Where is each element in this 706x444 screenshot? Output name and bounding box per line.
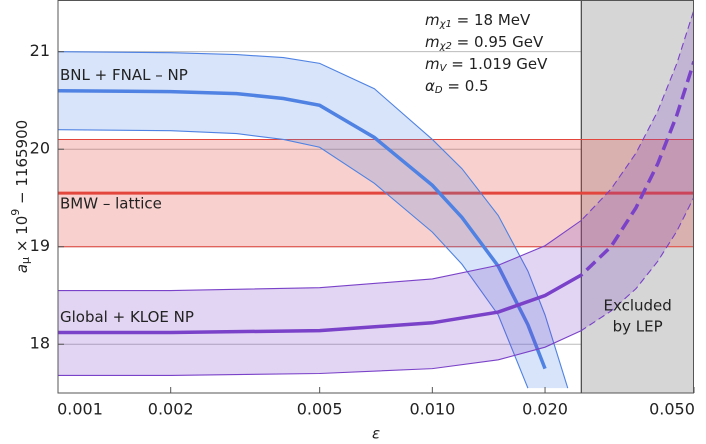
y-label-part: a (13, 264, 31, 273)
y-label-part: × 10 (13, 216, 31, 257)
band-edge (58, 329, 582, 376)
parameter-symbol: m (425, 55, 440, 73)
axes: Excluded by LEP 18 19 20 21 0.001 0.002 0.005 0.0… (9, 0, 695, 443)
parameter: αD = 0.5 (425, 77, 489, 97)
y-label-part: − 1165900 (13, 120, 31, 209)
y-axis-label: aμ × 109 − 1165900 (9, 120, 32, 273)
band-edge (58, 129, 529, 389)
parameter-value: = 0.95 GeV (452, 33, 544, 51)
parameter-value: = 1.019 GeV (446, 55, 548, 73)
band-fill (58, 9, 694, 376)
parameter-sub: V (440, 63, 448, 74)
parameter: mχ2 = 0.95 GeV (425, 33, 544, 53)
plot-frame (57, 0, 694, 394)
y-tick-label: 18 (30, 334, 50, 353)
band-edge-dashed (581, 196, 694, 332)
excluded-label: by LEP (613, 318, 663, 336)
x-tick-label: 0.002 (148, 400, 194, 419)
plot-area: BMW – lattice BNL + FNAL – NP Global + KLO… (58, 0, 694, 393)
series-line (58, 88, 547, 370)
series-line (58, 272, 582, 335)
series-label: Global + KLOE NP (60, 308, 194, 326)
x-axis-label: ε (372, 425, 380, 443)
parameter-value: = 18 MeV (452, 11, 531, 29)
parameter: mχ1 = 18 MeV (425, 11, 531, 31)
x-tick-label: 0.050 (649, 400, 695, 419)
series-label: BNL + FNAL – NP (60, 66, 188, 84)
band-label: BMW – lattice (60, 195, 162, 213)
parameter-value: = 0.5 (443, 77, 489, 95)
excluded-region (581, 0, 694, 393)
parameter-sub: χ2 (439, 41, 452, 52)
band-edge (58, 219, 582, 292)
band-edge (58, 51, 569, 389)
parameter: mV = 1.019 GeV (425, 55, 548, 75)
parameter-symbol: m (425, 11, 440, 29)
x-tick-label: 0.020 (522, 400, 568, 419)
x-tick-label: 0.010 (409, 400, 455, 419)
y-label-part: 9 (9, 209, 22, 216)
parameter-sub: D (435, 85, 443, 96)
y-tick-label: 20 (30, 139, 50, 158)
x-tick-label: 0.001 (57, 400, 103, 419)
y-tick-label: 19 (30, 236, 50, 255)
series-line-dashed (581, 60, 694, 278)
y-tick-label: 21 (30, 41, 50, 60)
parameter-symbol: α (425, 77, 435, 95)
excluded-label: Excluded (604, 297, 672, 315)
parameter-symbol: m (425, 33, 440, 51)
x-tick-label: 0.005 (297, 400, 343, 419)
parameter-sub: χ1 (439, 19, 452, 30)
y-label-part: μ (19, 257, 32, 264)
